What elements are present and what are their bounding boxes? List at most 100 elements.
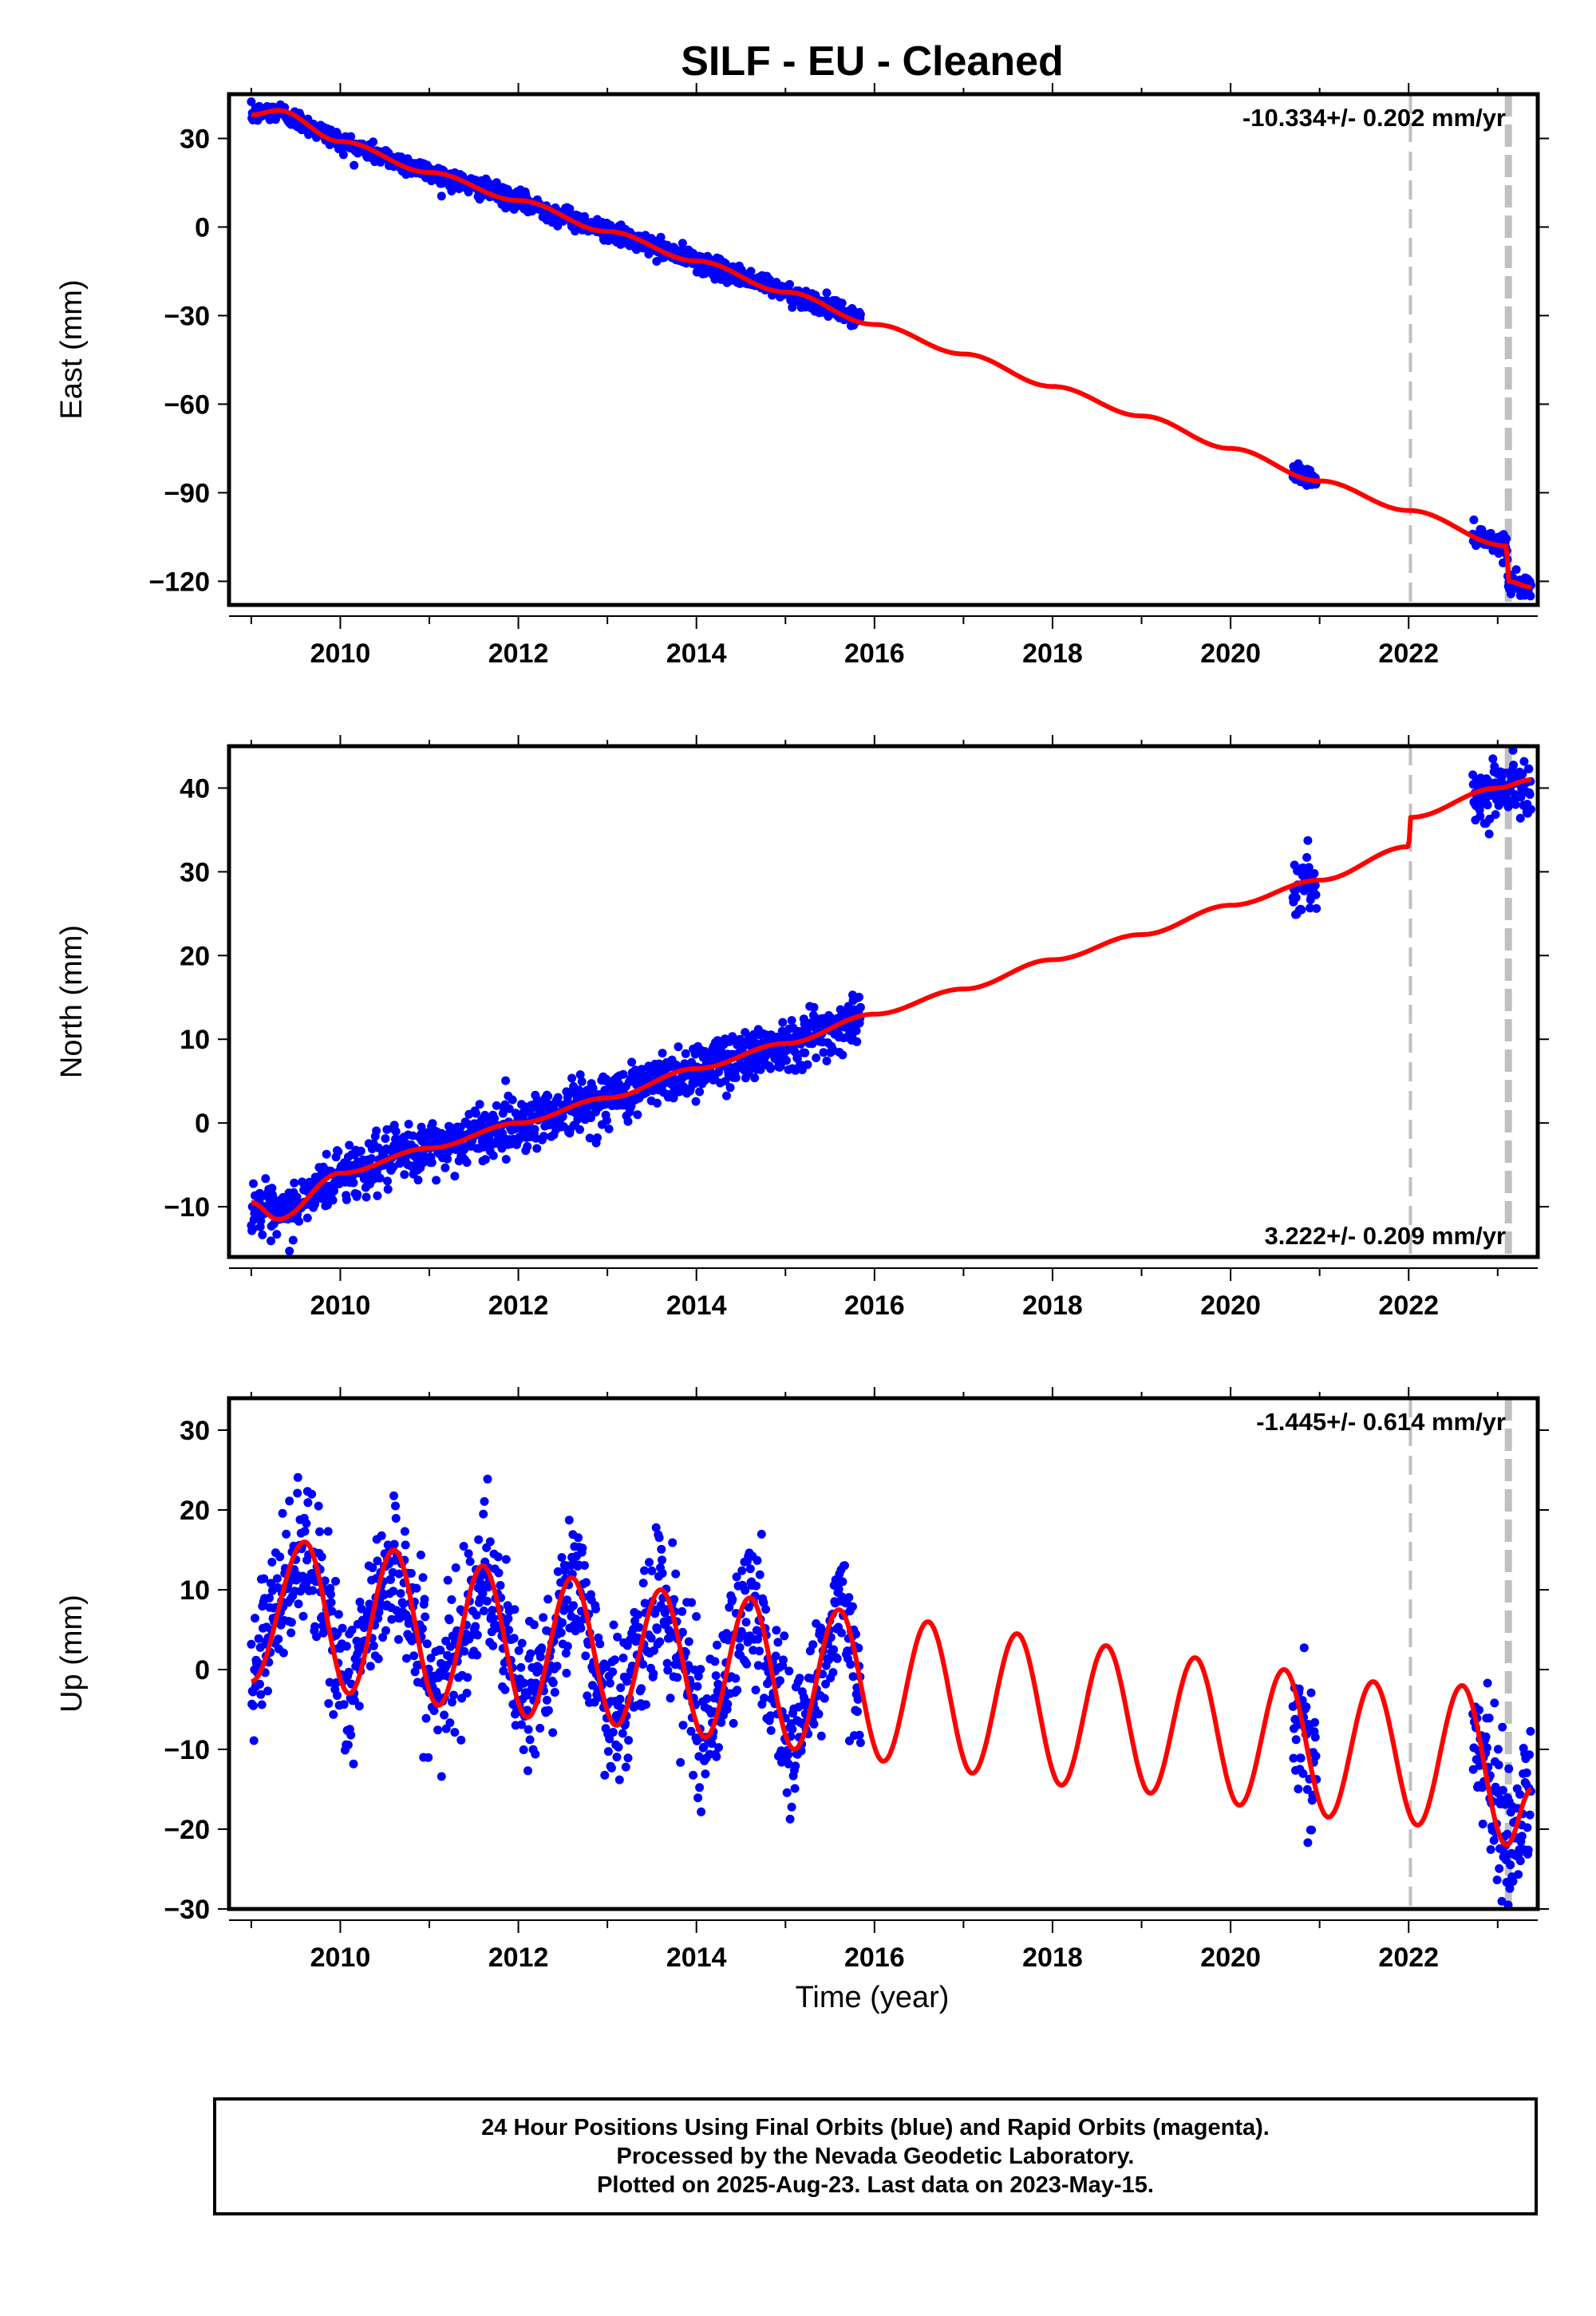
data-point <box>249 1701 258 1710</box>
data-point <box>373 1191 382 1200</box>
data-point <box>562 1669 571 1678</box>
data-point <box>290 1178 299 1188</box>
data-point <box>791 1761 800 1771</box>
data-point <box>346 132 356 141</box>
data-point <box>569 1601 579 1611</box>
model-curve <box>250 108 1533 590</box>
data-point <box>784 1666 794 1676</box>
data-point <box>342 1642 351 1651</box>
y-tick-label: 10 <box>180 1575 210 1606</box>
data-point <box>587 1113 595 1123</box>
data-point <box>731 1073 741 1082</box>
data-point <box>474 1535 484 1544</box>
data-point <box>548 1678 558 1688</box>
data-point <box>338 150 348 160</box>
data-point <box>1484 779 1493 788</box>
data-point <box>575 1124 584 1134</box>
data-point <box>691 1097 701 1106</box>
data-point <box>616 1683 626 1693</box>
data-point <box>1526 591 1535 601</box>
data-point <box>1297 905 1306 915</box>
data-point <box>456 1735 466 1745</box>
data-point <box>367 1154 377 1164</box>
data-point <box>1304 863 1314 872</box>
data-point <box>1484 829 1494 839</box>
data-point <box>608 1728 618 1737</box>
data-point <box>679 1082 689 1092</box>
data-point <box>699 1742 709 1752</box>
data-point <box>394 1634 403 1644</box>
data-point <box>424 1129 433 1139</box>
data-point <box>254 1634 263 1643</box>
plot-frame <box>227 1396 1540 1911</box>
data-point <box>701 1769 710 1779</box>
data-point <box>624 1736 634 1745</box>
data-point <box>279 1648 288 1658</box>
data-point <box>1524 764 1534 773</box>
data-point <box>488 1151 498 1160</box>
data-point <box>610 1655 619 1665</box>
x-tick-label: 2016 <box>844 638 905 669</box>
data-point <box>485 1537 495 1547</box>
data-point <box>464 1549 473 1559</box>
data-point <box>496 1581 505 1590</box>
data-point <box>608 1667 618 1677</box>
scatter-series <box>247 745 1535 1256</box>
data-point <box>263 1686 272 1696</box>
data-point <box>420 1595 429 1604</box>
x-tick-label: 2010 <box>310 1290 371 1321</box>
data-point <box>573 1115 583 1124</box>
x-tick-label: 2014 <box>666 1943 727 1973</box>
rate-label: -10.334+/- 0.202 mm/yr <box>1242 104 1506 132</box>
data-point <box>261 1174 271 1184</box>
data-point <box>345 1140 354 1150</box>
data-point <box>1492 1875 1502 1885</box>
data-point <box>418 1573 428 1583</box>
data-point <box>1527 804 1535 814</box>
data-point <box>1498 1722 1507 1732</box>
footer-line-3: Plotted on 2025-Aug-23. Last data on 202… <box>597 2172 1154 2198</box>
data-point <box>844 1593 854 1603</box>
data-point <box>482 1596 492 1606</box>
data-point <box>259 1574 269 1583</box>
data-point <box>417 1624 427 1634</box>
x-tick-label: 2020 <box>1200 1290 1261 1321</box>
y-tick-label: 20 <box>180 941 210 971</box>
data-point <box>638 1579 648 1588</box>
data-point <box>782 1788 792 1797</box>
data-point <box>356 1146 365 1156</box>
data-point <box>483 1474 492 1484</box>
data-point <box>766 1064 776 1073</box>
footer-line-2: Processed by the Nevada Geodetic Laborat… <box>616 2144 1135 2169</box>
data-point <box>614 1775 624 1784</box>
data-point <box>782 1056 791 1065</box>
data-point <box>816 1731 826 1741</box>
data-point <box>391 1514 401 1523</box>
data-point <box>787 1802 796 1812</box>
data-point <box>331 1576 340 1586</box>
data-point <box>1490 1698 1499 1708</box>
data-point <box>755 1646 764 1656</box>
data-point <box>440 1163 450 1172</box>
data-point <box>840 1561 849 1571</box>
data-point <box>606 1763 616 1773</box>
panels-group: 2010 2012 2014 2016 2018 2020 2022−120−90−60−3… <box>55 83 1549 1973</box>
data-point <box>421 1612 430 1622</box>
data-point <box>714 1743 723 1753</box>
data-point <box>848 1602 857 1611</box>
data-point <box>504 1614 513 1623</box>
data-point <box>756 1065 765 1074</box>
data-point <box>681 1049 690 1058</box>
data-point <box>687 1598 697 1607</box>
data-point <box>1481 1732 1491 1741</box>
data-point <box>286 1618 296 1627</box>
data-point <box>294 1216 304 1226</box>
data-point <box>1478 1820 1487 1828</box>
data-point <box>347 1626 357 1634</box>
data-point <box>471 1622 480 1631</box>
data-point <box>689 1770 698 1780</box>
data-point <box>391 1501 400 1511</box>
data-point <box>1311 890 1321 899</box>
data-point <box>433 1725 443 1735</box>
